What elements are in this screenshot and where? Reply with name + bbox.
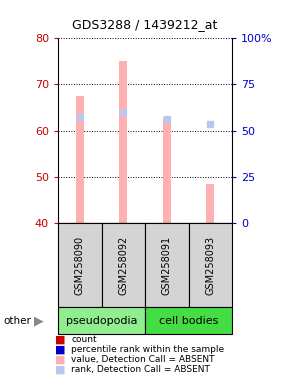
Text: ■: ■ — [55, 345, 66, 355]
Bar — [119, 61, 127, 223]
Text: count: count — [71, 335, 97, 344]
Text: value, Detection Call = ABSENT: value, Detection Call = ABSENT — [71, 355, 215, 364]
Bar — [188, 223, 232, 307]
Text: ■: ■ — [55, 335, 66, 345]
Bar — [102, 223, 145, 307]
Text: GSM258092: GSM258092 — [118, 235, 128, 295]
Bar — [206, 184, 214, 223]
Text: rank, Detection Call = ABSENT: rank, Detection Call = ABSENT — [71, 365, 210, 374]
Text: pseudopodia: pseudopodia — [66, 316, 137, 326]
Bar — [145, 223, 188, 307]
Bar — [163, 117, 171, 223]
Text: GDS3288 / 1439212_at: GDS3288 / 1439212_at — [72, 18, 218, 31]
Text: ■: ■ — [55, 355, 66, 365]
Text: GSM258091: GSM258091 — [162, 235, 172, 295]
Text: GSM258090: GSM258090 — [75, 235, 85, 295]
Text: percentile rank within the sample: percentile rank within the sample — [71, 345, 224, 354]
Text: GSM258093: GSM258093 — [205, 235, 215, 295]
Text: cell bodies: cell bodies — [159, 316, 218, 326]
Bar — [58, 223, 102, 307]
Text: ■: ■ — [55, 365, 66, 375]
Text: ▶: ▶ — [34, 314, 44, 327]
Bar — [76, 96, 84, 223]
Bar — [58, 307, 145, 334]
Bar — [145, 307, 232, 334]
Text: other: other — [3, 316, 31, 326]
